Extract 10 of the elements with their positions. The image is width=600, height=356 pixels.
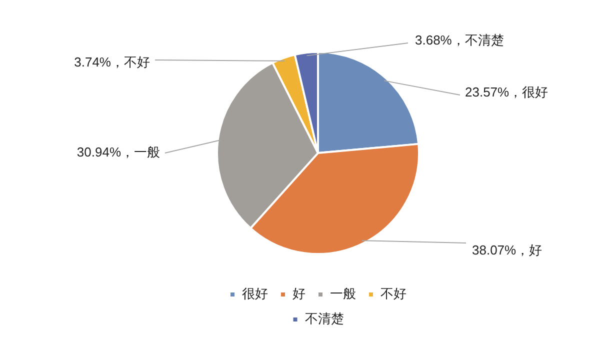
data-label: 23.57%，很好 bbox=[465, 84, 548, 100]
data-label: 30.94%，一般 bbox=[76, 144, 160, 160]
data-label: 3.68%，不清楚 bbox=[415, 32, 504, 48]
legend-label: 不好 bbox=[380, 286, 406, 302]
data-label: 38.07%，好 bbox=[472, 242, 542, 258]
legend-label: 很好 bbox=[242, 286, 268, 302]
legend-label: 好 bbox=[292, 286, 306, 302]
legend-label: 不清楚 bbox=[304, 311, 344, 326]
data-label: 3.74%，不好 bbox=[74, 54, 150, 70]
legend-label: 一般 bbox=[330, 286, 356, 302]
